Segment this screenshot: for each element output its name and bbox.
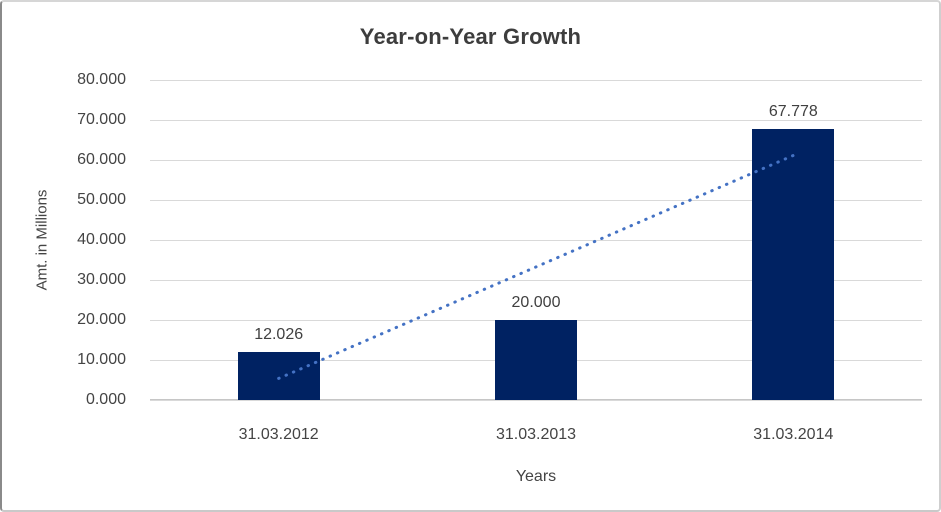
y-tick-label: 10.000: [77, 351, 126, 368]
gridline: [150, 120, 922, 121]
y-tick-label: 80.000: [77, 71, 126, 88]
x-category-label: 31.03.2012: [238, 426, 319, 443]
bar-31.03.2014: [752, 129, 834, 400]
gridline: [150, 400, 922, 401]
y-tick-label: 40.000: [77, 231, 126, 248]
x-category-label: 31.03.2013: [495, 426, 577, 443]
data-label: 12.026: [254, 326, 304, 343]
y-tick-label: 0.000: [85, 391, 126, 408]
y-tick-label: 50.000: [77, 191, 126, 208]
plot-area: 12.026 20.000 67.778: [150, 80, 922, 401]
gridline: [150, 80, 922, 81]
bar-31.03.2013: [495, 320, 577, 400]
y-tick-label: 70.000: [77, 111, 126, 128]
y-tick-label: 60.000: [77, 151, 126, 168]
chart-title: Year-on-Year Growth: [359, 24, 582, 49]
y-tick-label: 20.000: [77, 311, 126, 328]
y-tick-label: 30.000: [77, 271, 126, 288]
x-category-label: 31.03.2014: [753, 426, 834, 443]
data-label: 20.000: [511, 294, 561, 311]
bar-31.03.2012: [238, 352, 320, 400]
data-label: 67.778: [768, 103, 818, 120]
x-axis-title: Years: [515, 468, 557, 485]
